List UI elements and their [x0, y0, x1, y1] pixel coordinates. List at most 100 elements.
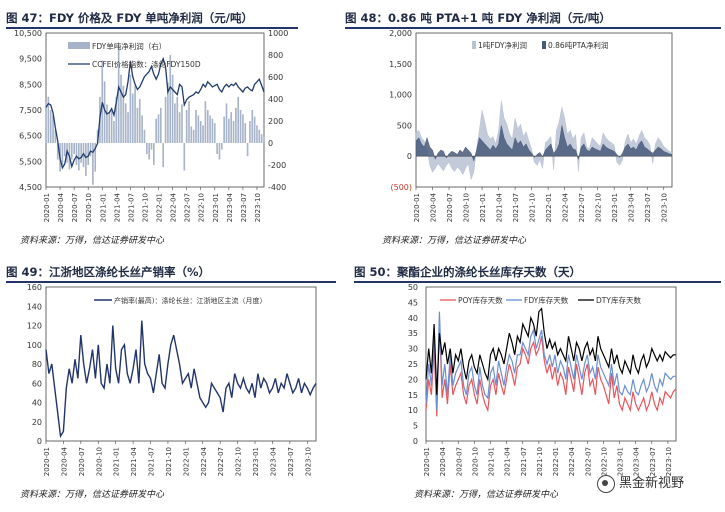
x-tick-label: 2023-10	[304, 447, 312, 476]
x-tick-label: 2022-01	[156, 193, 164, 222]
y-tick-label: 5,500	[19, 157, 42, 166]
bar	[124, 103, 127, 143]
x-tick-label: 2023-10	[661, 193, 669, 222]
x-tick-label: 2020-07	[455, 447, 463, 476]
bar	[145, 143, 148, 154]
title-rule	[6, 281, 336, 283]
y-tick-label: 2,000	[389, 29, 412, 38]
bar	[127, 112, 129, 143]
y-tick-label: 4,500	[19, 183, 42, 192]
y-tick-label: 7,500	[19, 106, 42, 115]
bar	[218, 143, 221, 160]
bar	[108, 112, 111, 143]
y-tick-label: 20	[408, 375, 418, 384]
bar	[263, 136, 265, 143]
bar	[82, 143, 85, 168]
x-tick-label: 2021-07	[520, 447, 528, 476]
x-tick-label: 2020-01	[413, 193, 421, 222]
y-tick-label: 100	[27, 341, 42, 350]
x-tick-label: 2020-01	[423, 447, 431, 476]
bar	[225, 103, 228, 143]
x-tick-label: 2022-01	[182, 447, 190, 476]
y-tick-label: 0	[413, 437, 418, 446]
bar	[228, 118, 230, 143]
bar	[122, 85, 125, 143]
chart-48-plot: (500) 0 500 1,000 1,500 2,000 2020-01 2020-04 20…	[389, 29, 673, 222]
y2-tick-label: 800	[268, 51, 283, 60]
bar	[211, 118, 214, 143]
bar	[153, 143, 155, 165]
bar	[251, 110, 254, 143]
bar	[230, 112, 232, 143]
x-tick-label: 2022-07	[578, 193, 586, 222]
bar	[101, 60, 104, 143]
x-tick-label: 2021-04	[504, 446, 512, 476]
x-tick-label: 2021-04	[130, 446, 138, 476]
bar	[89, 143, 92, 157]
bar	[162, 143, 165, 168]
legend-label: 产销率(最高)：涤纶长丝：江浙地区主流（月度）	[114, 296, 266, 305]
legend-swatch	[472, 41, 476, 49]
y-tick-label: 10	[408, 406, 418, 415]
watermark-text: 黑金新视野	[619, 476, 685, 491]
y-tick-label: 20	[32, 418, 42, 427]
y-tick-label: 5	[413, 422, 418, 431]
bar	[56, 143, 59, 160]
bar	[136, 107, 139, 143]
bar	[174, 103, 176, 143]
x-tick-label: 2023-04	[628, 192, 636, 222]
bar	[176, 96, 179, 143]
series-area	[415, 125, 673, 162]
source-note: 资料来源：万得，信达证券研发中心	[20, 490, 165, 500]
bar	[195, 110, 197, 143]
y-tick-label: 35	[408, 329, 418, 338]
x-tick-label: 2023-04	[226, 192, 234, 222]
bar	[134, 85, 136, 143]
plot-frame	[45, 286, 317, 442]
series-line	[45, 56, 265, 170]
wechat-icon	[597, 474, 615, 493]
x-tick-label: 2021-10	[165, 447, 173, 476]
bar	[110, 107, 113, 143]
x-tick-label: 2020-04	[60, 446, 68, 476]
x-tick-label: 2021-01	[99, 193, 107, 222]
x-tick-label: 2022-10	[595, 193, 603, 222]
bar	[96, 129, 99, 143]
y-tick-label: 0	[407, 152, 412, 161]
y-tick-label: 40	[32, 399, 42, 408]
x-tick-label: 2020-01	[43, 193, 51, 222]
x-tick-label: 2022-01	[545, 193, 553, 222]
series-line	[45, 320, 317, 439]
bar	[223, 116, 225, 143]
bar	[63, 143, 66, 157]
x-tick-label: 2022-07	[184, 193, 192, 222]
bar	[188, 101, 190, 143]
bar	[47, 96, 50, 143]
bar	[204, 101, 207, 143]
x-tick-label: 2020-04	[57, 192, 65, 222]
legend-label: FDY库存天数	[524, 295, 569, 305]
legend-label: POY库存天数	[458, 295, 503, 305]
y2-tick-label: 400	[268, 95, 283, 104]
x-tick-label: 2023-10	[254, 193, 262, 222]
bar	[85, 143, 87, 176]
y-tick-label: 30	[408, 345, 418, 354]
x-tick-label: 2021-04	[496, 192, 504, 222]
x-tick-label: 2022-04	[562, 192, 570, 222]
y-tick-label: 15	[408, 391, 418, 400]
bar	[45, 101, 47, 143]
bar	[213, 123, 216, 143]
y-tick-label: 0	[37, 437, 42, 446]
series-line	[425, 311, 676, 411]
bar	[61, 143, 64, 165]
y-tick-label: (500)	[390, 183, 412, 192]
bar	[178, 112, 181, 143]
bar	[253, 116, 256, 143]
source-note: 资料来源：万得，信达证券研发中心	[414, 490, 559, 500]
y2-tick-label: 600	[268, 73, 283, 82]
bar	[129, 74, 132, 143]
title-rule	[345, 27, 721, 29]
x-tick-label: 2021-10	[141, 193, 149, 222]
bar	[216, 143, 218, 154]
bar	[131, 93, 134, 143]
